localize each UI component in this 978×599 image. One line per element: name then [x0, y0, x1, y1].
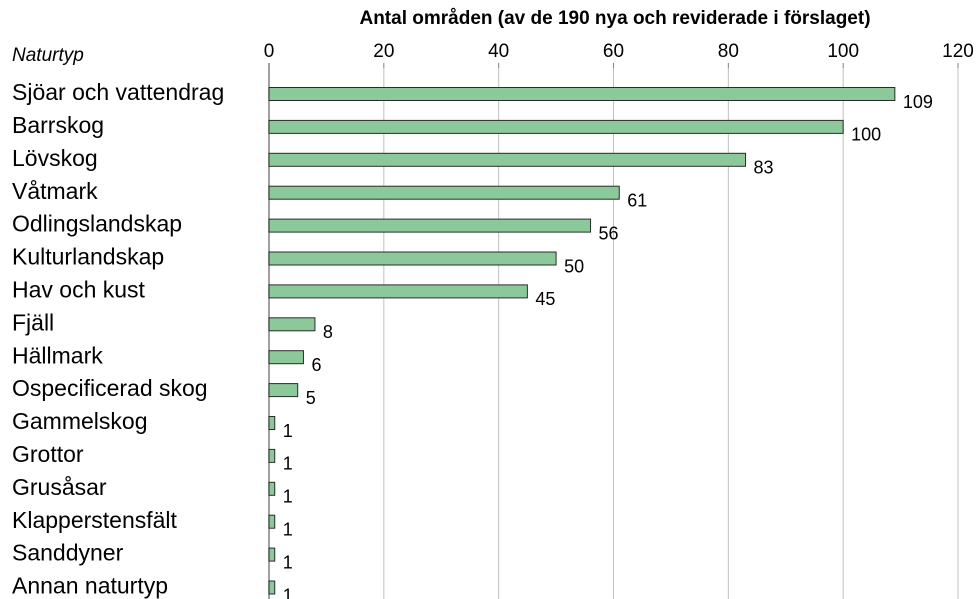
y-tick-label: Våtmark	[12, 178, 98, 204]
bar	[268, 185, 620, 200]
y-tick-label: Grottor	[12, 441, 84, 467]
bar	[268, 317, 316, 332]
x-tick-label: 0	[264, 41, 275, 62]
data-label: 1	[283, 454, 293, 474]
y-tick-label: Annan naturtyp	[12, 573, 168, 599]
y-axis-label: Naturtyp	[12, 45, 84, 66]
x-tick-label: 20	[373, 41, 394, 62]
data-label: 50	[564, 256, 584, 276]
data-label: 1	[283, 585, 293, 599]
data-label: 56	[599, 223, 619, 243]
y-tick-label: Hällmark	[12, 342, 103, 368]
bar	[268, 152, 747, 167]
y-tick-label: Gammelskog	[12, 408, 147, 434]
y-tick-label: Kulturlandskap	[12, 244, 164, 270]
y-tick-label: Ospecificerad skog	[12, 375, 208, 401]
y-tick-label: Klapperstensfält	[12, 507, 178, 533]
data-label: 100	[851, 125, 881, 145]
bar	[268, 416, 276, 430]
data-label: 5	[306, 388, 316, 408]
data-label: 83	[754, 158, 774, 178]
y-tick-label: Lövskog	[12, 145, 98, 171]
bar	[268, 448, 276, 463]
bar	[268, 350, 304, 365]
y-tick-label: Sanddyner	[12, 540, 124, 566]
bar	[268, 580, 276, 595]
y-tick-label: Sjöar och vattendrag	[12, 79, 224, 105]
bar	[268, 251, 557, 266]
data-label: 1	[283, 552, 293, 572]
y-tick-label: Fjäll	[12, 309, 54, 335]
x-tick-label: 80	[718, 41, 739, 62]
y-tick-label: Barrskog	[12, 112, 104, 138]
data-label: 109	[903, 92, 933, 112]
x-tick-label: 40	[488, 41, 509, 62]
bar	[268, 87, 896, 101]
y-tick-label: Grusåsar	[12, 474, 107, 500]
data-label: 1	[283, 519, 293, 539]
data-label: 61	[627, 190, 647, 210]
bar	[268, 284, 528, 299]
data-label: 6	[311, 355, 321, 375]
bar	[268, 218, 592, 233]
y-tick-label: Hav och kust	[12, 276, 146, 302]
x-tick-label: 100	[827, 41, 859, 62]
y-tick-label: Odlingslandskap	[12, 211, 182, 237]
bar	[268, 383, 299, 398]
data-label: 45	[535, 289, 555, 309]
bar	[268, 547, 276, 562]
bar	[268, 481, 276, 496]
data-label: 1	[283, 487, 293, 507]
data-label: 8	[323, 322, 333, 342]
x-tick-label: 120	[942, 41, 974, 62]
bar	[268, 119, 844, 134]
bar	[268, 514, 276, 529]
x-tick-label: 60	[603, 41, 624, 62]
chart-title: Antal områden (av de 190 nya och revider…	[359, 8, 870, 29]
data-label: 1	[283, 421, 293, 441]
